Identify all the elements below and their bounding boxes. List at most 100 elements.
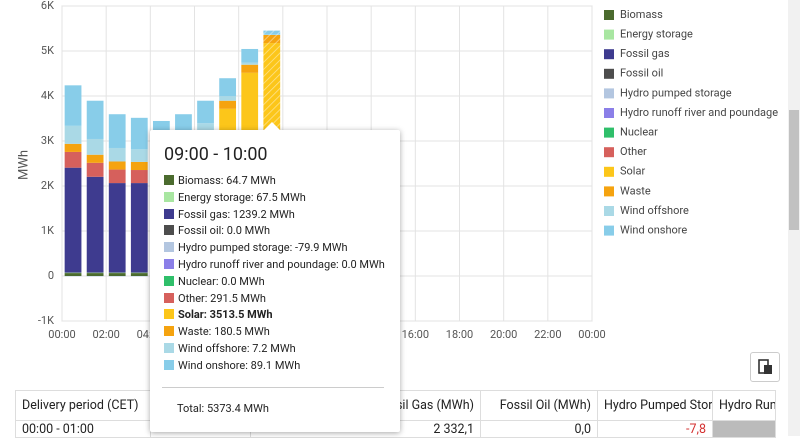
tooltip-text: Fossil oil: 0.0 MWh (178, 224, 270, 237)
cell: 0,0 (481, 421, 598, 438)
x-tick-label: 02:00 (92, 328, 119, 341)
x-tick-label: 00:00 (48, 328, 75, 341)
export-button[interactable] (750, 352, 780, 382)
x-tick-label: 16:00 (402, 328, 429, 341)
bar-segment (263, 35, 280, 43)
legend-label: Wind offshore (620, 204, 689, 217)
tooltip-item: Other: 291.5 MWh (164, 291, 266, 307)
tooltip-text: Solar: 3513.5 MWh (178, 308, 273, 321)
tooltip-swatch (164, 293, 174, 303)
tooltip-swatch (164, 192, 174, 202)
tooltip-item: Hydro runoff river and poundage: 0.0 MWh (164, 257, 385, 273)
bar-segment (109, 161, 126, 169)
x-tick-label: 22:00 (534, 328, 561, 341)
x-tick-label: 18:00 (446, 328, 473, 341)
legend-swatch (604, 226, 614, 236)
tooltip-swatch (164, 343, 174, 353)
bar-segment (87, 101, 104, 139)
tooltip-swatch (164, 209, 174, 219)
bar-segment (131, 149, 148, 162)
tooltip-item: Wind offshore: 7.2 MWh (164, 341, 296, 357)
legend-swatch (604, 30, 614, 40)
tooltip-item: Fossil oil: 0.0 MWh (164, 223, 270, 239)
y-tick-label: 5K (41, 44, 54, 57)
bar-segment (87, 273, 104, 276)
bar-segment (65, 144, 82, 152)
header-cell[interactable]: Hydro Runoff (713, 391, 776, 421)
tooltip-swatch (164, 360, 174, 370)
legend-label: Nuclear (620, 126, 658, 139)
bar-segment (131, 162, 148, 170)
header-cell[interactable]: Delivery period (CET) (16, 391, 151, 421)
tooltip-swatch (164, 276, 174, 286)
bar-segment (87, 163, 104, 177)
bar-segment (65, 152, 82, 168)
tooltip-swatch (164, 326, 174, 336)
legend-swatch (604, 69, 614, 79)
tooltip-text: Waste: 180.5 MWh (178, 325, 270, 338)
cell: -7,8 (598, 421, 713, 438)
legend-label: Hydro runoff river and poundage (620, 106, 778, 119)
tooltip-text: Biomass: 64.7 MWh (178, 174, 276, 187)
tooltip-item: Hydro pumped storage: -79.9 MWh (164, 240, 348, 256)
y-tick-label: 1K (41, 224, 54, 237)
bar-segment (197, 101, 214, 124)
y-tick-label: 6K (41, 0, 54, 12)
bar-segment (219, 96, 236, 101)
tooltip-swatch (164, 225, 174, 235)
bar-segment (131, 183, 148, 273)
legend-label: Other (620, 145, 647, 158)
tooltip-text: Nuclear: 0.0 MWh (178, 275, 265, 288)
bar-segment (87, 177, 104, 273)
tooltip-item: Wind onshore: 89.1 MWh (164, 358, 300, 374)
legend-swatch (604, 108, 614, 118)
tooltip-item: Biomass: 64.7 MWh (164, 173, 276, 189)
legend-label: Waste (620, 184, 651, 197)
bar-segment (109, 183, 126, 273)
y-tick-label: 4K (41, 89, 54, 102)
scrollbar-thumb[interactable] (789, 110, 799, 230)
bar-segment (65, 168, 82, 273)
legend-swatch (604, 88, 614, 98)
legend-label: Wind onshore (620, 224, 687, 237)
tooltip-title: 09:00 - 10:00 (164, 144, 268, 165)
bar-segment (65, 273, 82, 276)
bar-segment (87, 139, 104, 155)
legend-label: Solar (620, 165, 645, 178)
bar-segment (109, 170, 126, 184)
y-axis-label: MWh (16, 150, 31, 180)
bar-segment (241, 65, 258, 73)
cell: 00:00 - 01:00 (16, 421, 151, 438)
tooltip-item: Fossil gas: 1239.2 MWh (164, 207, 295, 223)
legend-swatch (604, 186, 614, 196)
bar-segment (131, 273, 148, 276)
legend-label: Fossil oil (620, 67, 663, 80)
tooltip-arrow (264, 122, 280, 130)
tooltip-text: Other: 291.5 MWh (178, 292, 266, 305)
header-cell[interactable]: Hydro Pumped Storage (598, 391, 713, 421)
legend-swatch (604, 147, 614, 157)
x-tick-label: 00:00 (578, 328, 605, 341)
tooltip-text: Fossil gas: 1239.2 MWh (178, 208, 295, 221)
legend-label: Fossil gas (620, 47, 670, 60)
bar-segment (241, 62, 258, 64)
y-tick-label: 2K (41, 179, 54, 192)
tooltip-text: Wind offshore: 7.2 MWh (178, 342, 296, 355)
legend-swatch (604, 167, 614, 177)
separator (162, 387, 384, 388)
tooltip-swatch (164, 259, 174, 269)
bar-segment (131, 170, 148, 183)
bar-segment (109, 148, 126, 162)
tooltip-item: Solar: 3513.5 MWh (164, 307, 273, 323)
tooltip-swatch (164, 242, 174, 252)
y-tick-label: 3K (41, 134, 54, 147)
legend-swatch (604, 128, 614, 138)
tooltip-swatch (164, 309, 174, 319)
tooltip-text: Wind onshore: 89.1 MWh (178, 359, 300, 372)
tooltip-total: Total: 5373.4 MWh (177, 402, 269, 415)
header-cell[interactable]: Fossil Oil (MWh) (481, 391, 598, 421)
bar-segment (219, 78, 236, 96)
bar-segment (197, 123, 214, 130)
legend-label: Biomass (620, 8, 663, 21)
